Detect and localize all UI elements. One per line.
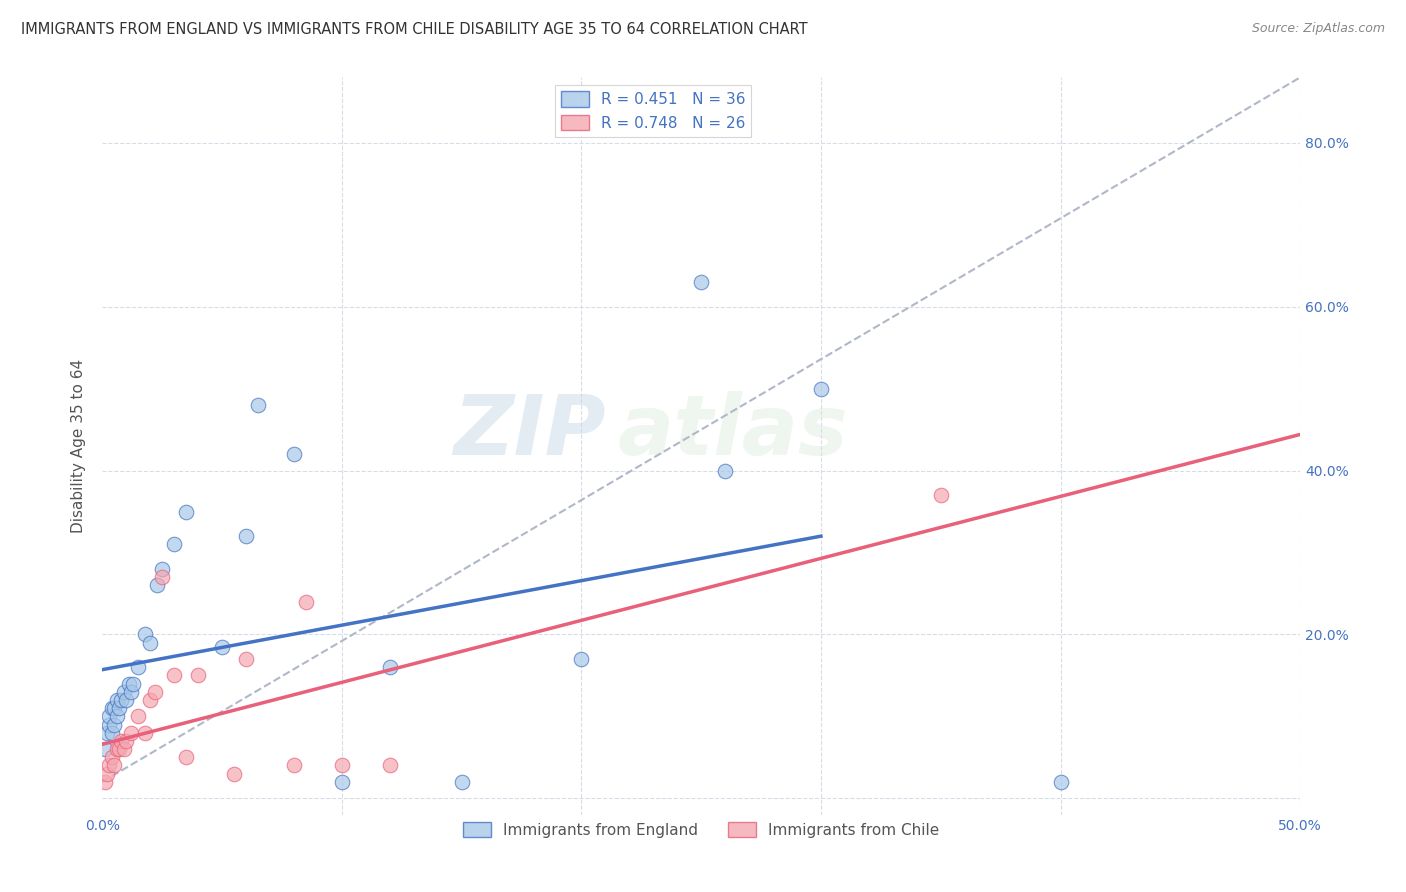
- Point: [174, 504, 197, 518]
- Point: [103, 701, 125, 715]
- Point: [98, 758, 121, 772]
- Point: [127, 709, 149, 723]
- Point: [98, 717, 121, 731]
- Point: [108, 742, 131, 756]
- Point: [117, 676, 139, 690]
- Point: [110, 693, 132, 707]
- Point: [150, 562, 173, 576]
- Point: [150, 570, 173, 584]
- Y-axis label: Disability Age 35 to 64: Disability Age 35 to 64: [72, 359, 86, 533]
- Point: [222, 766, 245, 780]
- Point: [101, 750, 124, 764]
- Text: ZIP: ZIP: [453, 391, 606, 472]
- Point: [163, 668, 186, 682]
- Point: [103, 717, 125, 731]
- Point: [235, 652, 257, 666]
- Point: [112, 685, 135, 699]
- Point: [187, 668, 209, 682]
- Point: [450, 775, 472, 789]
- Point: [139, 635, 162, 649]
- Point: [120, 685, 142, 699]
- Text: Source: ZipAtlas.com: Source: ZipAtlas.com: [1251, 22, 1385, 36]
- Point: [96, 766, 118, 780]
- Point: [108, 701, 131, 715]
- Point: [105, 709, 128, 723]
- Point: [146, 578, 169, 592]
- Point: [115, 734, 138, 748]
- Point: [163, 537, 186, 551]
- Point: [115, 693, 138, 707]
- Point: [174, 750, 197, 764]
- Point: [246, 398, 269, 412]
- Legend: Immigrants from England, Immigrants from Chile: Immigrants from England, Immigrants from…: [457, 815, 945, 844]
- Point: [211, 640, 233, 654]
- Point: [235, 529, 257, 543]
- Point: [378, 758, 401, 772]
- Point: [929, 488, 952, 502]
- Point: [127, 660, 149, 674]
- Point: [105, 693, 128, 707]
- Point: [143, 685, 166, 699]
- Point: [122, 676, 145, 690]
- Point: [810, 382, 832, 396]
- Text: atlas: atlas: [617, 391, 848, 472]
- Point: [330, 758, 353, 772]
- Point: [120, 725, 142, 739]
- Point: [134, 627, 156, 641]
- Point: [283, 447, 305, 461]
- Point: [330, 775, 353, 789]
- Point: [714, 464, 737, 478]
- Text: IMMIGRANTS FROM ENGLAND VS IMMIGRANTS FROM CHILE DISABILITY AGE 35 TO 64 CORRELA: IMMIGRANTS FROM ENGLAND VS IMMIGRANTS FR…: [21, 22, 807, 37]
- Point: [139, 693, 162, 707]
- Point: [105, 742, 128, 756]
- Point: [378, 660, 401, 674]
- Point: [295, 595, 318, 609]
- Point: [110, 734, 132, 748]
- Point: [112, 742, 135, 756]
- Point: [283, 758, 305, 772]
- Point: [134, 725, 156, 739]
- Point: [569, 652, 592, 666]
- Point: [93, 742, 115, 756]
- Point: [101, 725, 124, 739]
- Point: [103, 758, 125, 772]
- Point: [690, 275, 713, 289]
- Point: [98, 709, 121, 723]
- Point: [101, 701, 124, 715]
- Point: [93, 775, 115, 789]
- Point: [96, 725, 118, 739]
- Point: [1049, 775, 1071, 789]
